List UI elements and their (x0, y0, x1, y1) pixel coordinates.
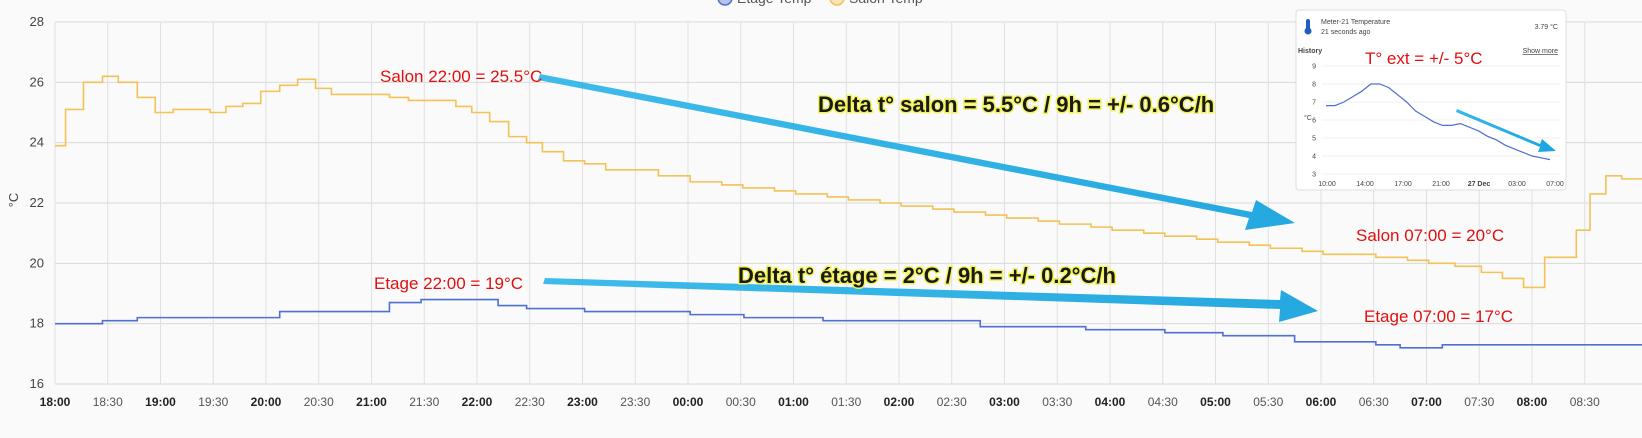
annotation-etage-end: Etage 07:00 = 17°C (1364, 307, 1513, 326)
x-tick-label: 05:00 (1200, 395, 1231, 409)
legend-label[interactable]: Salon Temp (849, 0, 923, 6)
y-axis: 16 18 20 22 24 26 28 (30, 14, 44, 391)
x-tick-label: 08:30 (1570, 395, 1600, 409)
x-tick-label: 21:30 (409, 395, 439, 409)
x-tick-label: 18:00 (40, 395, 71, 409)
salon-arrow (538, 74, 1295, 230)
x-tick-label: 18:30 (93, 395, 123, 409)
annotation-etage-start: Etage 22:00 = 19°C (374, 274, 523, 293)
card-y-tick: 6 (1312, 118, 1316, 125)
x-tick-label: 03:00 (989, 395, 1020, 409)
x-tick-label: 01:30 (831, 395, 861, 409)
x-tick-label: 02:30 (937, 395, 967, 409)
x-tick-label: 06:00 (1306, 395, 1337, 409)
legend-swatch[interactable] (717, 0, 733, 6)
legend-label[interactable]: Etage Temp (737, 0, 812, 6)
annotation-salon-start: Salon 22:00 = 25.5°C (380, 67, 542, 86)
card-x-tick: 14:00 (1356, 181, 1374, 188)
chart-legend: Etage Temp Salon Temp (717, 0, 923, 6)
annotation-arrows (538, 74, 1318, 322)
card-y-tick: 3 (1312, 172, 1316, 179)
card-x-tick: 03:00 (1508, 181, 1526, 188)
annotation-salon-end: Salon 07:00 = 20°C (1356, 226, 1504, 245)
card-history-label: History (1298, 48, 1322, 55)
card-y-tick: 4 (1312, 154, 1316, 161)
x-tick-label: 03:30 (1042, 395, 1072, 409)
card-x-tick: 21:00 (1432, 181, 1450, 188)
x-axis: 18:00 18:30 19:00 19:30 20:00 20:30 21:00 21:30… (40, 395, 1600, 409)
chart-series (55, 75, 1642, 349)
card-x-tick: 27 Dec (1468, 181, 1491, 188)
y-tick-label: 16 (30, 376, 44, 391)
x-tick-label: 07:00 (1411, 395, 1442, 409)
card-background (1295, 9, 1567, 191)
annotation-outdoor: T° ext = +/- 5°C (1365, 49, 1483, 68)
card-y-tick: 7 (1312, 100, 1316, 107)
etage-arrow (543, 278, 1318, 322)
x-tick-label: 04:00 (1095, 395, 1126, 409)
x-tick-label: 20:30 (304, 395, 334, 409)
x-tick-label: 05:30 (1253, 395, 1283, 409)
x-tick-label: 02:00 (884, 395, 915, 409)
card-y-tick: 8 (1312, 82, 1316, 89)
y-axis-label: °C (6, 193, 21, 208)
y-tick-label: 18 (30, 316, 44, 331)
chart-grid (54, 21, 1642, 385)
card-subtitle: 21 seconds ago (1321, 29, 1371, 36)
x-tick-label: 04:30 (1148, 395, 1178, 409)
outdoor-temperature-card: Meter-21 Temperature 21 seconds ago 3.79… (1295, 9, 1567, 191)
card-y-tick: 5 (1312, 136, 1316, 143)
x-tick-label: 08:00 (1517, 395, 1548, 409)
x-tick-label: 19:30 (198, 395, 228, 409)
card-value: 3.79 °C (1535, 23, 1558, 31)
x-tick-label: 22:00 (462, 395, 493, 409)
y-tick-label: 22 (30, 195, 44, 210)
legend-swatch[interactable] (829, 0, 845, 6)
thermometer-icon (1304, 19, 1312, 35)
y-tick-label: 26 (30, 74, 44, 89)
card-x-tick: 17:00 (1394, 181, 1412, 188)
y-tick-label: 24 (30, 135, 44, 150)
x-tick-label: 23:30 (620, 395, 650, 409)
x-tick-label: 00:30 (726, 395, 756, 409)
x-tick-label: 06:30 (1359, 395, 1389, 409)
x-tick-label: 22:30 (515, 395, 545, 409)
x-tick-label: 01:00 (778, 395, 809, 409)
card-x-tick: 07:00 (1546, 181, 1564, 188)
card-show-more-link[interactable]: Show more (1523, 48, 1559, 55)
x-tick-label: 07:30 (1464, 395, 1494, 409)
card-y-label: °C (1304, 114, 1312, 122)
annotation-delta-salon: Delta t° salon = 5.5°C / 9h = +/- 0.6°C/… (818, 92, 1214, 117)
x-tick-label: 00:00 (673, 395, 704, 409)
x-tick-label: 21:00 (356, 395, 387, 409)
card-history-line (1326, 83, 1551, 161)
x-tick-label: 23:00 (567, 395, 598, 409)
card-x-tick: 10:00 (1318, 181, 1336, 188)
series-line-etage-temp (55, 298, 1642, 349)
y-tick-label: 28 (30, 14, 44, 29)
outdoor-arrow (1456, 109, 1556, 152)
x-tick-label: 19:00 (145, 395, 176, 409)
y-tick-label: 20 (30, 255, 44, 270)
card-y-tick: 9 (1312, 64, 1316, 71)
annotation-delta-etage: Delta t° étage = 2°C / 9h = +/- 0.2°C/h (738, 263, 1116, 288)
series-line-salon-temp (55, 75, 1642, 289)
x-tick-label: 20:00 (251, 395, 282, 409)
card-title: Meter-21 Temperature (1321, 19, 1390, 26)
